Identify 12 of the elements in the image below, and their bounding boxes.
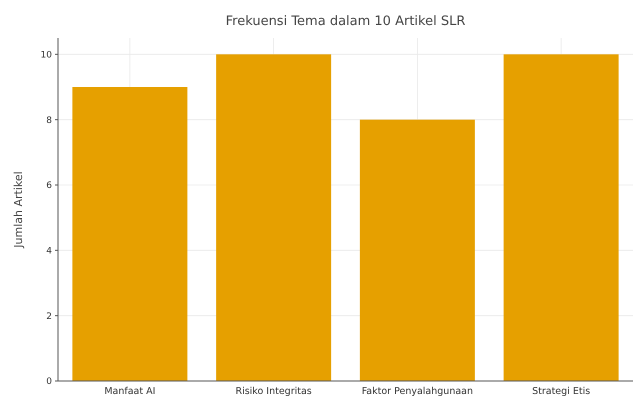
- y-axis-title: Jumlah Artikel: [12, 171, 25, 249]
- x-tick-label: Manfaat AI: [104, 386, 156, 397]
- y-tick-label: 0: [46, 377, 52, 388]
- y-tick-label: 8: [46, 116, 52, 126]
- y-tick-label: 4: [46, 246, 52, 256]
- y-tick-label: 2: [46, 312, 52, 322]
- chart-title: Frekuensi Tema dalam 10 Artikel SLR: [226, 14, 466, 29]
- x-tick-label: Risiko Integritas: [235, 386, 312, 397]
- x-tick-label: Faktor Penyalahgunaan: [362, 386, 474, 397]
- y-tick-label: 6: [46, 181, 52, 192]
- y-tick-label: 10: [40, 50, 52, 60]
- x-tick-label: Strategi Etis: [532, 386, 590, 397]
